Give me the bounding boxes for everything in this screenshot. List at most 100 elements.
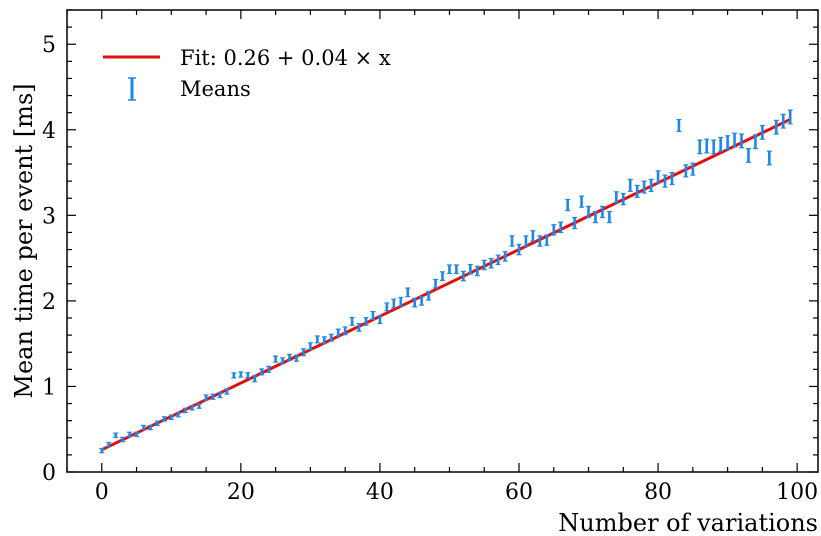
mean-errorbar — [106, 441, 112, 448]
mean-errorbar — [419, 296, 425, 306]
plot-frame — [66, 9, 819, 473]
tick-labels: 0 20 40 60 80 100 0 1 2 3 4 5 — [42, 33, 818, 505]
y-tick-label: 1 — [42, 375, 56, 400]
x-tick-label: 40 — [366, 480, 394, 505]
mean-errorbar — [676, 118, 682, 133]
mean-errorbar — [773, 119, 779, 135]
mean-errorbar — [433, 278, 439, 289]
mean-errorbar — [189, 405, 195, 411]
mean-errorbar — [154, 420, 160, 426]
mean-errorbar — [460, 270, 466, 282]
mean-errorbar — [321, 336, 327, 345]
mean-errorbar — [586, 205, 592, 219]
mean-errorbar — [273, 355, 279, 363]
mean-errorbar — [224, 388, 230, 395]
mean-errorbar — [530, 230, 536, 242]
mean-errorbar — [134, 431, 140, 438]
mean-errorbar — [488, 257, 494, 269]
mean-errorbar — [759, 124, 765, 140]
mean-errorbar — [620, 192, 626, 206]
mean-errorbar — [120, 436, 126, 443]
y-axis-title: Mean time per event [ms] — [10, 83, 38, 398]
mean-errorbar — [787, 109, 793, 125]
fit-layer — [101, 118, 791, 452]
mean-errorbar — [342, 326, 348, 336]
x-tick-label: 60 — [505, 480, 533, 505]
mean-errorbar — [627, 178, 633, 192]
mean-errorbar — [565, 198, 571, 212]
mean-errorbar — [544, 234, 550, 246]
mean-errorbar — [293, 354, 299, 362]
mean-errorbar — [523, 235, 529, 247]
mean-errorbar — [391, 298, 397, 309]
mean-errorbar — [370, 310, 376, 320]
mean-errorbar — [405, 287, 411, 298]
y-tick-label: 4 — [42, 119, 56, 144]
mean-errorbar — [245, 372, 251, 379]
mean-errorbar — [113, 432, 119, 438]
mean-errorbar — [440, 271, 445, 281]
mean-errorbar — [384, 302, 390, 312]
mean-errorbar — [474, 265, 480, 277]
mean-errorbar — [641, 180, 647, 194]
mean-errorbar — [606, 210, 612, 224]
mean-errorbar — [739, 133, 745, 149]
mean-errorbar — [732, 132, 738, 148]
x-tick-label: 100 — [776, 480, 818, 505]
mean-errorbar — [704, 138, 710, 154]
mean-errorbar — [349, 316, 355, 326]
legend-means-label: Means — [180, 77, 251, 101]
mean-errorbar — [551, 224, 557, 236]
legend: Fit: 0.26 + 0.04 × x Means — [103, 46, 391, 101]
mean-errorbar — [780, 113, 786, 129]
mean-errorbar — [599, 205, 605, 219]
mean-errorbar — [99, 447, 105, 454]
mean-errorbar — [502, 251, 508, 262]
mean-errorbar — [711, 139, 717, 155]
mean-errorbar — [231, 372, 237, 379]
mean-errorbar — [175, 411, 181, 418]
mean-errorbar — [745, 148, 751, 163]
mean-errorbar — [481, 259, 487, 271]
mean-errorbar — [266, 365, 272, 373]
mean-errorbar — [766, 150, 772, 166]
mean-errorbar — [307, 342, 313, 351]
mean-errorbar — [509, 235, 515, 247]
mean-errorbar — [725, 135, 731, 151]
mean-errorbar — [127, 431, 133, 438]
mean-errorbar — [572, 216, 578, 230]
mean-errorbar — [718, 136, 724, 152]
mean-errorbar — [259, 368, 265, 376]
mean-errorbar — [203, 394, 209, 401]
mean-errorbar — [168, 414, 174, 420]
mean-errorbar — [182, 407, 188, 414]
mean-errorbar — [398, 296, 404, 307]
mean-errorbar — [537, 235, 543, 247]
legend-means-swatch — [128, 77, 136, 101]
mean-errorbar — [426, 290, 432, 301]
mean-errorbar — [412, 297, 418, 308]
mean-errorbar — [613, 191, 619, 204]
mean-errorbar — [356, 322, 362, 332]
x-tick-label: 80 — [644, 480, 672, 505]
fit-line — [101, 118, 791, 452]
mean-errorbar — [147, 424, 153, 431]
mean-errorbar — [446, 264, 452, 275]
y-tick-label: 0 — [42, 461, 56, 486]
x-tick-label: 20 — [227, 480, 255, 505]
mean-errorbar — [210, 393, 216, 400]
mean-errorbar — [579, 195, 585, 208]
mean-errorbar — [648, 178, 654, 192]
means-layer — [99, 109, 793, 454]
y-tick-label: 5 — [42, 33, 56, 58]
x-tick-label: 0 — [95, 480, 109, 505]
mean-errorbar — [335, 328, 341, 337]
mean-errorbar — [140, 424, 146, 431]
mean-errorbar — [314, 335, 320, 344]
y-tick-label: 2 — [42, 290, 56, 315]
mean-errorbar — [196, 403, 202, 409]
mean-errorbar — [669, 171, 675, 186]
mean-errorbar — [662, 174, 668, 188]
mean-errorbar — [592, 210, 598, 224]
